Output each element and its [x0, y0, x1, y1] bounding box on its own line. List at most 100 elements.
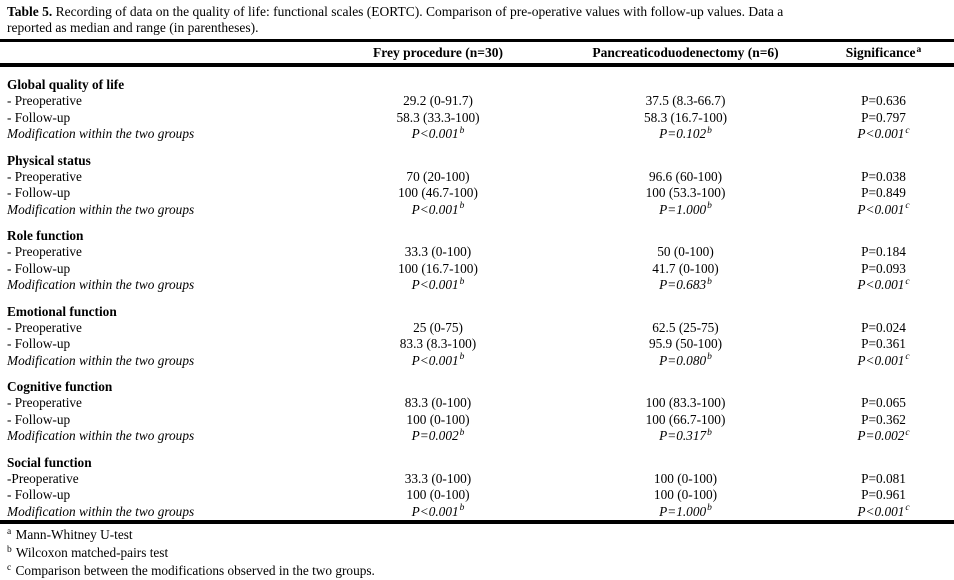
footnote-text: Comparison between the modifications obs…: [15, 563, 375, 578]
section-title-row: Emotional function: [0, 294, 954, 320]
section-title-row: Cognitive function: [0, 369, 954, 395]
footnote-marker-b: b: [459, 201, 465, 212]
table-cell: 83.3 (0-100): [318, 395, 558, 412]
cell-value: 58.3 (16.7-100): [643, 109, 728, 125]
row-label: Modification within the two groups: [7, 428, 195, 443]
cell-value: P=0.683: [659, 277, 707, 292]
table-cell: P<0.001b: [318, 503, 558, 521]
footnote-marker-a: a: [7, 526, 12, 537]
table-row: Modification within the two groups P<0.00…: [0, 503, 954, 521]
table-row: Modification within the two groups P=0.00…: [0, 428, 954, 445]
cell-value: P<0.001: [857, 126, 905, 141]
footnote-marker-b: b: [707, 276, 712, 287]
data-table: Frey procedure (n=30) Pancreaticoduodene…: [0, 39, 954, 524]
section-title-row: Global quality of life: [0, 67, 954, 93]
row-label: - Follow-up: [7, 336, 71, 351]
row-label: - Preoperative: [7, 244, 82, 259]
footnote-marker-c: c: [905, 125, 910, 136]
footnote-marker-c: c: [905, 352, 910, 363]
column-header-significance: Significancea: [813, 44, 954, 61]
cell-value: 50 (0-100): [657, 244, 714, 259]
cell-value: 100 (46.7-100): [398, 185, 478, 200]
cell-value: P=0.093: [861, 260, 906, 276]
cell-value: P=0.317: [659, 428, 707, 443]
table-row: Modification within the two groups P<0.00…: [0, 277, 954, 294]
table-cell: P=1.000b: [558, 201, 813, 219]
table-row: - Preoperative 70 (20-100) 96.6 (60-100) P=…: [0, 169, 954, 186]
table-cell: 100 (0-100): [558, 487, 813, 504]
table-cell: 41.7 (0-100): [558, 261, 813, 278]
footnote-marker-c: c: [7, 562, 12, 573]
table-row: - Preoperative 25 (0-75) 62.5 (25-75) P=0.0…: [0, 320, 954, 337]
cell-value: 100 (0-100): [653, 470, 718, 486]
cell-value: P<0.001: [411, 352, 459, 368]
table-cell: P=0.093: [813, 261, 954, 278]
table-cell: P<0.001b: [318, 201, 558, 219]
cell-value: P<0.001: [857, 503, 905, 519]
table-cell: P=0.849: [813, 185, 954, 202]
footnote-a: a Mann-Whitney U-test: [7, 526, 954, 544]
footnote-marker-b: b: [459, 276, 465, 287]
table-cell: P<0.001b: [318, 126, 558, 143]
row-label: - Preoperative: [7, 93, 82, 108]
cell-value: P=1.000: [659, 503, 707, 519]
table-row: -Preoperative 33.3 (0-100) 100 (0-100) P=0.…: [0, 471, 954, 488]
cell-value: 25 (0-75): [413, 319, 463, 335]
column-header-label: Pancreaticoduodenectomy (n=6): [592, 45, 779, 60]
cell-value: P=0.797: [861, 109, 906, 125]
cell-value: 83.3 (0-100): [404, 395, 472, 410]
table-row: - Follow-up 83.3 (8.3-100) 95.9 (50-100) P=…: [0, 336, 954, 353]
section-title-row: Role function: [0, 218, 954, 244]
cell-value: 100 (53.3-100): [645, 185, 726, 200]
table-cell: 100 (66.7-100): [558, 412, 813, 429]
cell-value: P<0.001: [411, 126, 459, 141]
cell-value: 100 (66.7-100): [645, 411, 726, 427]
cell-value: P<0.001: [857, 201, 905, 217]
caption-line2: reported as median and range (in parenth…: [7, 20, 259, 35]
table-cell: 29.2 (0-91.7): [318, 93, 558, 110]
row-label: - Preoperative: [7, 319, 82, 335]
table-cell: P=0.961: [813, 487, 954, 504]
table-cell: 96.6 (60-100): [558, 169, 813, 186]
table-cell: P=0.065: [813, 395, 954, 412]
table-cell: P=0.002c: [813, 428, 954, 445]
table-row: - Preoperative 29.2 (0-91.7) 37.5 (8.3-66.…: [0, 93, 954, 110]
section-title: Emotional function: [7, 303, 117, 319]
cell-value: P=0.849: [861, 185, 906, 200]
table-cell: 100 (46.7-100): [318, 185, 558, 202]
cell-value: P<0.001: [857, 352, 905, 368]
table-cell: 25 (0-75): [318, 320, 558, 337]
table-cell: 58.3 (16.7-100): [558, 110, 813, 127]
cell-value: 100 (0-100): [653, 487, 718, 502]
cell-value: P=0.184: [861, 244, 906, 259]
table-body: Global quality of life - Preoperative 29.2…: [0, 67, 954, 520]
row-label: Modification within the two groups: [7, 126, 195, 141]
table-cell: P=0.002b: [318, 428, 558, 445]
footnote-text: Wilcoxon matched-pairs test: [15, 545, 169, 560]
footnote-marker-a: a: [916, 44, 922, 55]
section-title: Cognitive function: [7, 379, 113, 394]
table-cell: P<0.001c: [813, 201, 954, 219]
table-caption: Table 5. Recording of data on the qualit…: [0, 0, 954, 39]
cell-value: 83.3 (8.3-100): [399, 336, 477, 351]
cell-value: P=0.362: [861, 411, 906, 427]
table-cell: P=0.038: [813, 169, 954, 186]
cell-value: P=0.038: [861, 168, 906, 184]
table-cell: P=0.361: [813, 336, 954, 353]
footnote-text: Mann-Whitney U-test: [15, 527, 133, 542]
row-label: - Follow-up: [7, 411, 71, 427]
caption-line1: Recording of data on the quality of life…: [55, 4, 784, 19]
table-cell: P=0.317b: [558, 428, 813, 445]
table-cell: P=0.797: [813, 110, 954, 127]
cell-value: 100 (83.3-100): [645, 395, 726, 410]
row-label: - Follow-up: [7, 185, 71, 200]
column-header-label: Frey procedure (n=30): [373, 45, 503, 60]
table-cell: P=0.362: [813, 412, 954, 429]
row-label: - Follow-up: [7, 487, 71, 502]
cell-value: 33.3 (0-100): [404, 470, 472, 486]
table-cell: 37.5 (8.3-66.7): [558, 93, 813, 110]
row-label: - Preoperative: [7, 395, 82, 410]
footnote-marker-c: c: [905, 503, 910, 514]
table-cell: 100 (83.3-100): [558, 395, 813, 412]
table-row: Modification within the two groups P<0.00…: [0, 201, 954, 219]
